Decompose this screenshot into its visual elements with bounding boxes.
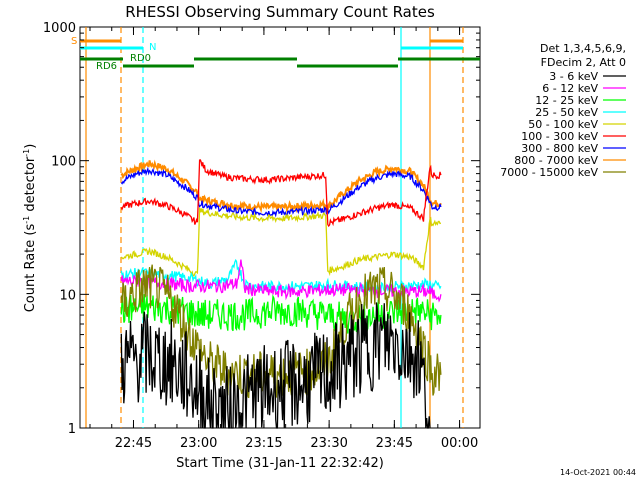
legend-label: 25 - 50 keV: [535, 106, 598, 119]
legend-label: 3 - 6 keV: [549, 70, 598, 83]
series-line: [120, 291, 442, 334]
y-tick-label: 10: [59, 288, 76, 303]
legend-label: 800 - 7000 keV: [514, 154, 598, 167]
y-tick-label: 100: [51, 155, 76, 170]
plot-frame: [79, 26, 481, 429]
y-tick-label: 1000: [43, 21, 76, 36]
x-tick-label: 22:45: [115, 436, 152, 451]
series-line: [120, 207, 441, 277]
series-line: [120, 159, 442, 214]
x-tick-label: 23:15: [245, 436, 282, 451]
series-line: [120, 259, 442, 303]
x-axis-label: Start Time (31-Jan-11 22:32:42): [176, 456, 384, 471]
legend-label: 7000 - 15000 keV: [500, 166, 598, 179]
legend-label: 6 - 12 keV: [542, 82, 598, 95]
legend: Det 1,3,4,5,6,9, FDecim 2, Att 0 3 - 6 k…: [500, 42, 626, 179]
x-tick-label: 00:00: [441, 436, 478, 451]
legend-label: 12 - 25 keV: [535, 94, 598, 107]
legend-label: 50 - 100 keV: [528, 118, 598, 131]
series-line: [120, 159, 442, 228]
legend-header-1: Det 1,3,4,5,6,9,: [540, 42, 626, 55]
y-tick-label: 1: [68, 422, 76, 437]
series-line: [120, 302, 431, 429]
series-group: [120, 159, 442, 429]
legend-header-2: FDecim 2, Att 0: [541, 56, 626, 69]
series-line: [120, 166, 442, 218]
flag-label-s: S: [71, 36, 77, 47]
x-tick-label: 23:30: [310, 436, 347, 451]
legend-label: 100 - 300 keV: [521, 130, 598, 143]
flag-label-rd6: RD6: [96, 61, 117, 72]
x-tick-label: 23:00: [180, 436, 217, 451]
y-axis-label: Count Rate (s-1 detector-1): [22, 144, 38, 313]
flag-label-n: N: [149, 42, 156, 53]
footer-date: 14-Oct-2021 00:44: [560, 468, 636, 477]
chart-title: RHESSI Observing Summary Count Rates: [125, 3, 435, 21]
x-axis: 22:45 23:00 23:15 23:30 23:45 00:00: [89, 27, 478, 451]
y-axis: 1 10 100 1000: [43, 21, 480, 437]
flag-label-rd0: RD0: [130, 53, 151, 64]
x-tick-label: 23:45: [376, 436, 413, 451]
legend-label: 300 - 800 keV: [521, 142, 598, 155]
